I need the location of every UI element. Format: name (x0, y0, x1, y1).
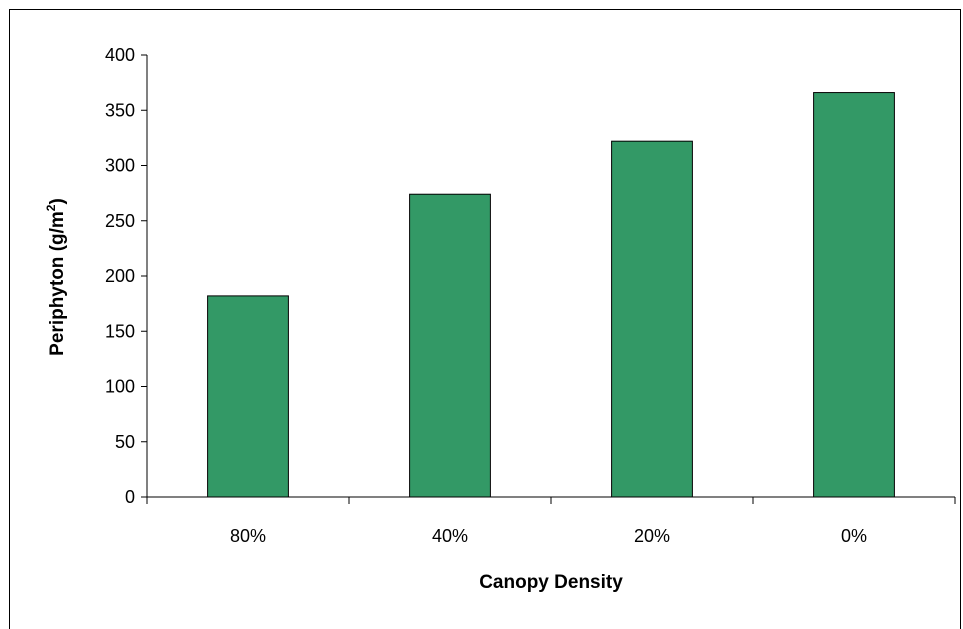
bar (813, 92, 895, 498)
bar (611, 140, 693, 498)
y-tick-label: 350 (105, 100, 135, 120)
y-tick-label: 200 (105, 266, 135, 286)
x-tick-label: 0% (841, 526, 867, 546)
x-ticks-group: 80% 40% 20% 0% (146, 497, 956, 546)
y-axis-title-end: ) (47, 198, 68, 204)
y-tick-label: 50 (115, 432, 135, 452)
x-tick-label: 40% (432, 526, 468, 546)
x-tick-label: 20% (634, 526, 670, 546)
y-axis-title: Periphyton (g/m2) (44, 198, 68, 356)
bar (207, 295, 289, 498)
y-ticks-group: 0 50 100 150 200 250 300 350 400 (105, 45, 147, 507)
y-axis-title-main: Periphyton (g/m (47, 211, 68, 356)
y-tick-label: 100 (105, 377, 135, 397)
y-tick-label: 300 (105, 156, 135, 176)
x-tick-label: 80% (230, 526, 266, 546)
y-axis-title-superscript: 2 (44, 204, 58, 211)
y-tick-label: 250 (105, 211, 135, 231)
y-tick-label: 400 (105, 45, 135, 65)
y-tick-label: 150 (105, 321, 135, 341)
x-axis-title: Canopy Density (479, 572, 623, 593)
bars-group (207, 92, 895, 498)
bar (409, 193, 491, 498)
y-tick-label: 0 (125, 487, 135, 507)
